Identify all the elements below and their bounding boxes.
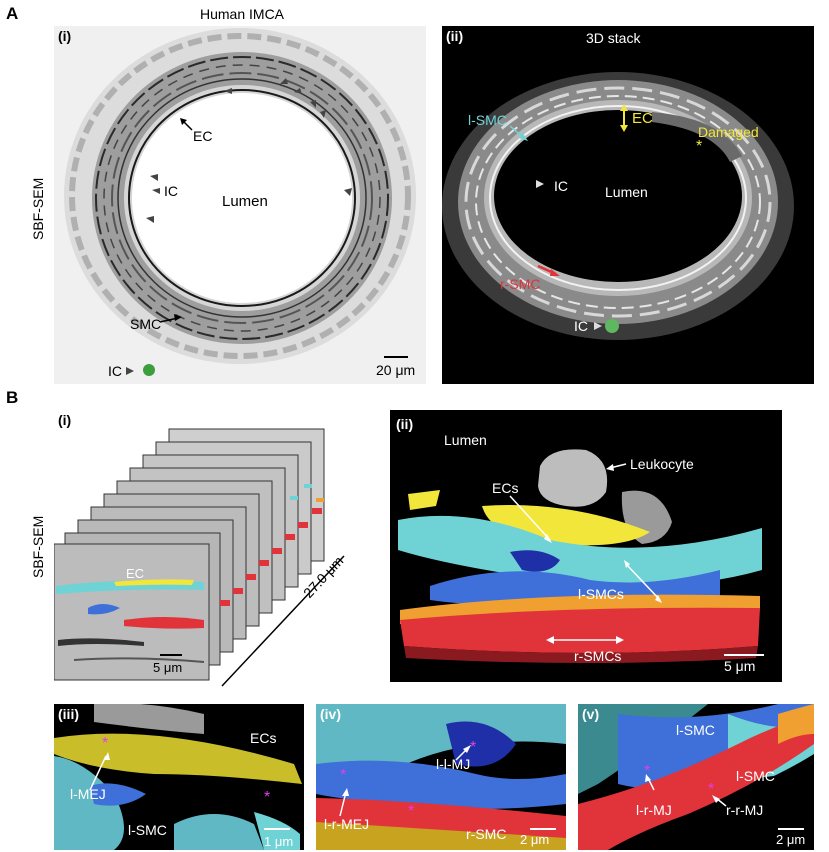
- label-l-smc-v-top: l-SMC: [676, 722, 715, 738]
- label-ic-3d-bottom: IC: [574, 318, 588, 334]
- label-l-smc-v: l-SMC: [736, 768, 775, 784]
- svg-text:*: *: [708, 781, 714, 798]
- label-l-smc: l-SMC: [468, 112, 507, 128]
- panel-letter-b: B: [6, 388, 19, 407]
- panel-b-v-scale-label: 2 μm: [776, 832, 806, 847]
- label-ecs: ECs: [492, 480, 519, 496]
- damaged-asterisk: *: [696, 138, 703, 155]
- label-ic: IC: [164, 183, 178, 199]
- panel-b-ii-image: [390, 410, 782, 682]
- panel-b-ii-tag: (ii): [396, 416, 414, 432]
- svg-text:*: *: [102, 735, 108, 752]
- label-ic-bottom: IC: [108, 363, 122, 379]
- label-l-r-mej: l-r-MEJ: [324, 816, 370, 832]
- label-leukocyte: Leukocyte: [630, 456, 694, 472]
- label-ec-slice: EC: [126, 566, 145, 581]
- panel-a-ii-tag: (ii): [446, 28, 464, 44]
- label-l-l-mj: l-l-MJ: [436, 756, 471, 772]
- svg-text:*: *: [340, 767, 346, 784]
- panel-b-iv-tag: (iv): [320, 706, 341, 722]
- side-label-a: SBF-SEM: [30, 177, 46, 240]
- panel-b-i-stack: [54, 410, 384, 690]
- panel-b-iii-tag: (iii): [58, 706, 79, 722]
- label-ecs-iii: ECs: [250, 730, 277, 746]
- panel-a-i-image: [54, 26, 426, 384]
- panel-b-iv-image: * * *: [316, 704, 566, 850]
- label-l-mej: l-MEJ: [70, 786, 106, 802]
- panel-a-i-title: Human IMCA: [200, 6, 285, 22]
- label-l-smc-iii: l-SMC: [128, 822, 167, 838]
- label-ec: EC: [193, 128, 213, 144]
- panel-b-v-tag: (v): [582, 706, 600, 722]
- label-lumen: Lumen: [222, 193, 268, 210]
- panel-b-iii-scale-label: 1 μm: [264, 834, 294, 849]
- label-ic-3d: IC: [554, 178, 568, 194]
- panel-a-i-tag: (i): [58, 28, 72, 44]
- slice-scale-label: 5 μm: [153, 660, 183, 675]
- panel-a-ii-image: [442, 26, 814, 384]
- label-r-smc: r-SMC: [500, 276, 541, 292]
- svg-text:*: *: [264, 789, 270, 806]
- panel-letter-a: A: [6, 4, 19, 23]
- label-damaged: Damaged: [698, 124, 759, 140]
- label-lumen-3d: Lumen: [605, 184, 648, 200]
- svg-text:*: *: [470, 739, 476, 756]
- svg-text:*: *: [408, 803, 414, 820]
- label-ec-3d: EC: [632, 110, 653, 127]
- scale-bar-label: 20 μm: [376, 362, 416, 378]
- panel-b-iii-image: * *: [54, 704, 304, 850]
- panel-b-iv-scale-label: 2 μm: [520, 832, 550, 847]
- svg-text:*: *: [644, 763, 650, 780]
- label-r-smc-iv: r-SMC: [466, 826, 507, 842]
- label-lumen-3d-stack: Lumen: [444, 432, 487, 448]
- side-label-b: SBF-SEM: [30, 515, 46, 578]
- label-l-smcs: l-SMCs: [578, 586, 624, 602]
- panel-b-v-image: * *: [578, 704, 814, 850]
- label-smc: SMC: [130, 316, 162, 332]
- panel-b-i-tag: (i): [58, 412, 72, 428]
- label-l-r-mj: l-r-MJ: [636, 802, 672, 818]
- panel-a-ii-title: 3D stack: [586, 30, 641, 46]
- panel-b-ii-scale-label: 5 μm: [724, 658, 756, 674]
- label-r-r-mj: r-r-MJ: [726, 802, 764, 818]
- scale-bar: [384, 356, 408, 358]
- label-r-smcs: r-SMCs: [574, 648, 622, 664]
